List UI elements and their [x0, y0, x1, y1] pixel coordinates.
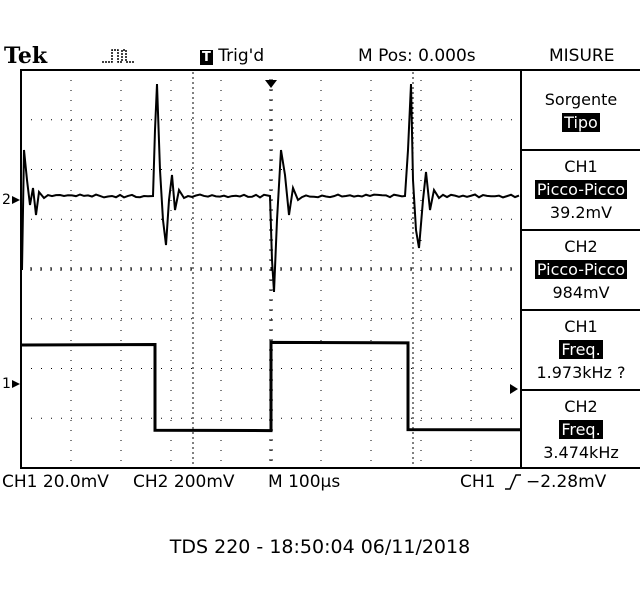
brand-logo: Tek — [4, 46, 47, 66]
ch1-scale: CH1 20.0mV — [2, 472, 109, 492]
trigger-level: −2.28mV — [526, 472, 606, 492]
instrument-caption: TDS 220 - 18:50:04 06/11/2018 — [0, 536, 640, 558]
menu-source-type[interactable]: Sorgente Tipo — [522, 88, 640, 134]
trigger-status: T Trig'd — [200, 46, 264, 68]
ch2-ground-marker: 2 — [2, 190, 11, 210]
measurement-value: 1.973kHz ? — [522, 361, 640, 384]
horizontal-position: M Pos: 0.000s — [358, 46, 476, 66]
measurement-slot-2[interactable]: CH2 Picco-Picco 984mV — [522, 235, 640, 304]
ch1-ground-marker: 1 — [2, 374, 11, 394]
measurement-channel: CH1 — [522, 315, 640, 338]
trigger-icon: T — [200, 50, 213, 65]
measurement-value: 984mV — [522, 281, 640, 304]
measurement-slot-1[interactable]: CH1 Picco-Picco 39.2mV — [522, 155, 640, 224]
trigger-status-label: Trig'd — [218, 46, 264, 66]
measurement-channel: CH2 — [522, 395, 640, 418]
measurement-value: 39.2mV — [522, 201, 640, 224]
ch1-ground-arrow — [12, 380, 20, 388]
trigger-level-arrow — [510, 384, 518, 394]
ch2-ground-arrow — [12, 196, 20, 204]
timebase: M 100µs — [268, 472, 340, 492]
trigger-position-marker — [265, 80, 277, 88]
measurement-channel: CH2 — [522, 235, 640, 258]
ch1-trace — [22, 342, 520, 430]
measurement-slot-4[interactable]: CH2 Freq. 3.474kHz — [522, 395, 640, 464]
trigger-slope-icon — [505, 475, 521, 489]
measurement-channel: CH1 — [522, 155, 640, 178]
measurement-type: Picco-Picco — [535, 180, 627, 199]
measurement-type: Picco-Picco — [535, 260, 627, 279]
menu-source-label: Sorgente — [522, 88, 640, 111]
measurement-slot-3[interactable]: CH1 Freq. 1.973kHz ? — [522, 315, 640, 384]
trigger-source: CH1 — [460, 472, 495, 492]
acquisition-pulse-icon — [102, 50, 134, 62]
menu-title: MISURE — [549, 46, 614, 66]
measurement-type: Freq. — [559, 420, 602, 439]
measurement-value: 3.474kHz — [522, 441, 640, 464]
measurement-type: Freq. — [559, 340, 602, 359]
menu-type-label: Tipo — [562, 113, 600, 132]
ch2-scale: CH2 200mV — [133, 472, 235, 492]
